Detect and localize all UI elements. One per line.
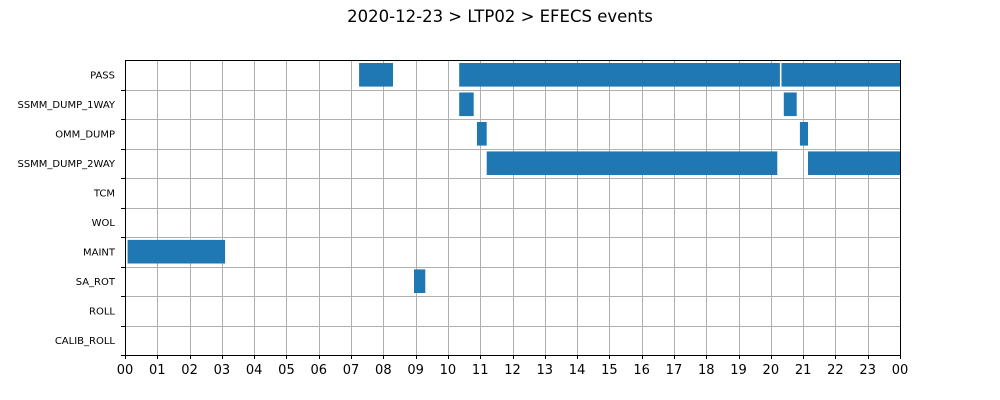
x-tick-label: 02 xyxy=(181,363,198,378)
x-tick-label: 06 xyxy=(310,363,327,378)
event-bar-ssmm-dump-1way xyxy=(459,92,474,117)
event-bar-maint xyxy=(127,239,226,264)
y-tick-label: CALIB_ROLL xyxy=(55,336,116,347)
x-tick-label: 11 xyxy=(472,363,489,378)
x-axis: 00 01 02 03 04 05 06 07 08 09 10 11 12 13 14 15 16 17 18 19… xyxy=(117,355,909,378)
event-bar-pass xyxy=(359,63,393,87)
x-tick-label: 03 xyxy=(214,363,231,378)
y-tick-label: SSMM_DUMP_1WAY xyxy=(17,100,115,111)
x-tick-label: 14 xyxy=(569,363,586,378)
x-tick-label: 01 xyxy=(149,363,166,378)
event-bar-sa-rot xyxy=(414,269,426,293)
x-tick-label: 00 xyxy=(117,363,134,378)
x-tick-label: 20 xyxy=(763,363,780,378)
x-tick-label: 19 xyxy=(730,363,747,378)
x-tick-label: 21 xyxy=(795,363,812,378)
x-tick-label: 09 xyxy=(407,363,424,378)
x-tick-label: 15 xyxy=(601,363,618,378)
x-tick-label: 13 xyxy=(537,363,554,378)
y-tick-label: SA_ROT xyxy=(76,277,116,288)
x-tick-label: 00 xyxy=(892,363,909,378)
x-tick-label: 12 xyxy=(504,363,521,378)
y-tick-label: SSMM_DUMP_2WAY xyxy=(17,159,115,170)
x-tick-label: 16 xyxy=(633,363,650,378)
x-tick-label: 10 xyxy=(440,363,457,378)
chart-title: 2020-12-23 > LTP02 > EFECS events xyxy=(347,7,653,26)
x-tick-label: 08 xyxy=(375,363,392,378)
x-tick-label: 18 xyxy=(698,363,715,378)
y-tick-label: OMM_DUMP xyxy=(55,129,115,140)
x-tick-label: 04 xyxy=(246,363,263,378)
x-tick-label: 05 xyxy=(278,363,295,378)
y-axis: PASS SSMM_DUMP_1WAY OMM_DUMP SSMM_DUMP_2WAY… xyxy=(17,70,125,356)
event-bar-ssmm-dump-2way xyxy=(486,151,778,175)
event-bar-omm-dump xyxy=(477,122,487,146)
event-bars xyxy=(127,63,900,293)
x-tick-label: 07 xyxy=(343,363,360,378)
y-tick-label: WOL xyxy=(92,218,116,229)
event-bar-pass xyxy=(459,63,780,87)
y-tick-label: PASS xyxy=(90,70,115,81)
event-bar-ssmm-dump-2way xyxy=(808,151,900,175)
event-bar-ssmm-dump-1way xyxy=(783,92,797,117)
y-tick-label: TCM xyxy=(93,188,115,199)
x-tick-label: 23 xyxy=(859,363,876,378)
x-tick-label: 17 xyxy=(666,363,683,378)
event-bar-omm-dump xyxy=(799,122,808,146)
event-bar-pass xyxy=(781,63,900,87)
x-tick-label: 22 xyxy=(827,363,844,378)
y-tick-label: ROLL xyxy=(89,306,115,317)
y-tick-label: MAINT xyxy=(83,247,116,258)
